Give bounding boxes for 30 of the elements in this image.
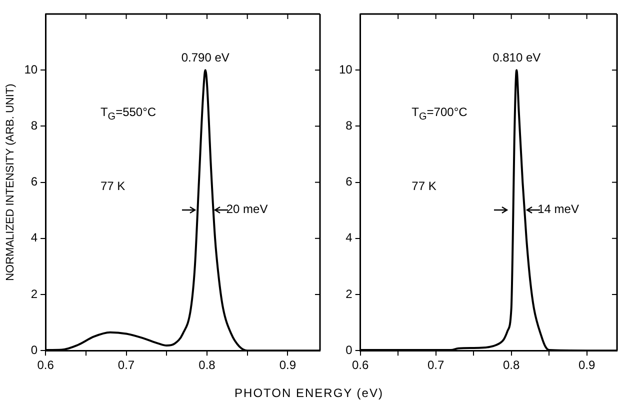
y-tick-label: 0 (346, 342, 353, 357)
y-tick-label: 6 (346, 174, 353, 189)
x-tick-label: 0.9 (578, 358, 596, 372)
y-tick-label: 8 (30, 118, 38, 133)
annotation: 0.790 eV (181, 50, 230, 64)
annotation: 20 meV (226, 202, 268, 216)
x-tick-label: 0.8 (198, 358, 216, 372)
annotation: 0.810 eV (492, 50, 541, 64)
annotation: 77 K (100, 178, 126, 193)
annotation: 14 meV (538, 202, 579, 216)
y-tick-label: 10 (338, 62, 353, 76)
y-tick-label: 6 (30, 174, 38, 189)
y-tick-label: 2 (30, 286, 38, 301)
x-tick-label: 0.8 (502, 358, 520, 372)
x-tick-label: 0.6 (352, 358, 370, 372)
y-tick-label: 2 (346, 286, 353, 301)
y-tick-label: 10 (24, 62, 38, 76)
y-axis-title: NORMALIZED INTENSITY (ARB. UNIT) (4, 84, 17, 281)
y-tick-label: 4 (346, 230, 353, 245)
x-tick-label: 0.9 (279, 358, 296, 372)
y-tick-label: 4 (30, 230, 38, 245)
x-tick-label: 0.7 (118, 358, 135, 372)
x-tick-label: 0.6 (37, 358, 54, 372)
x-tick-label: 0.7 (427, 358, 444, 372)
annotation: T$_{G}$=700°C (412, 104, 468, 122)
x-axis-title: PHOTON ENERGY (eV) (234, 386, 384, 400)
annotation: 77 K (412, 178, 436, 193)
annotation: T$_{G}$=550°C (100, 104, 156, 122)
y-tick-label: 0 (30, 342, 38, 357)
y-tick-label: 8 (346, 118, 353, 133)
